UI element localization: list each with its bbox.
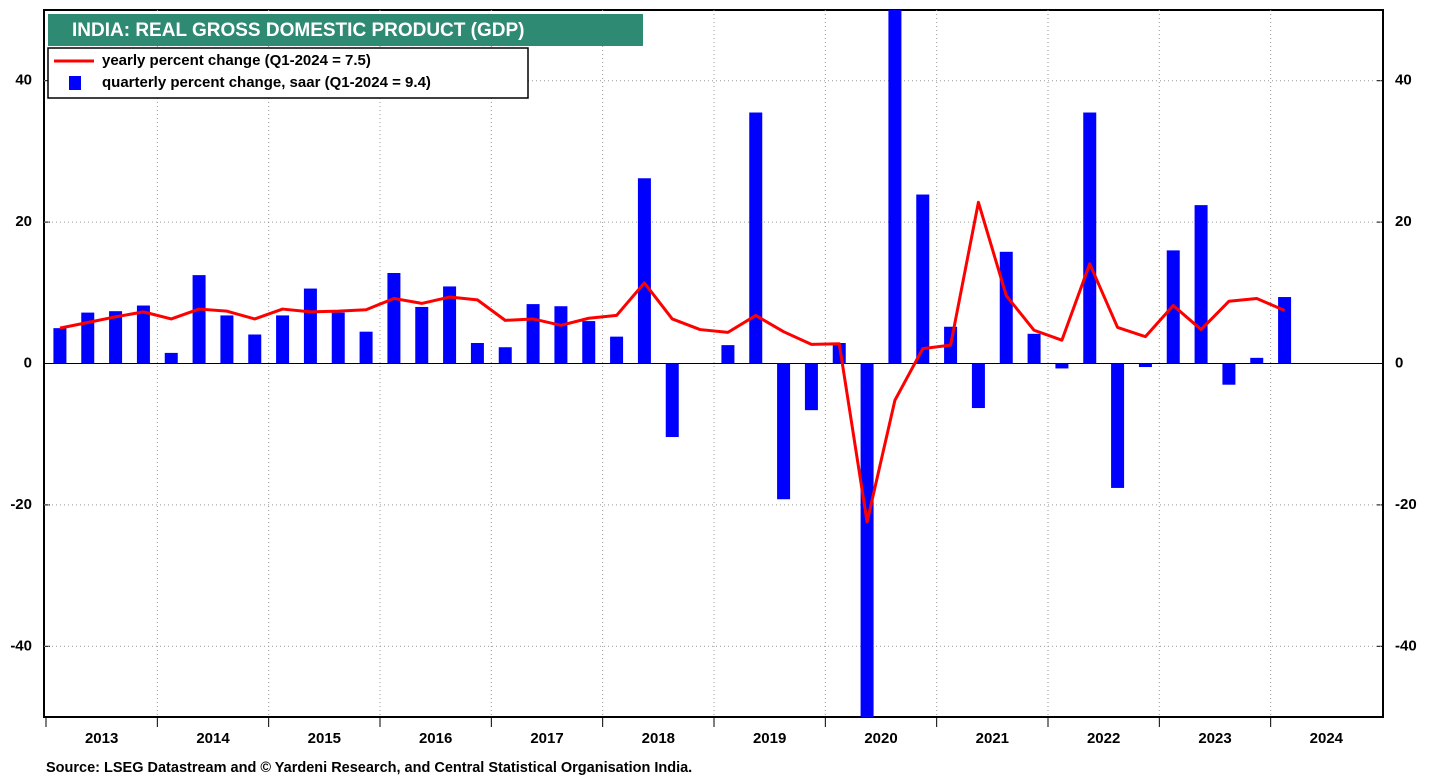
bar bbox=[526, 304, 540, 364]
bar bbox=[470, 342, 484, 364]
bar bbox=[1194, 205, 1208, 364]
bar bbox=[276, 315, 290, 364]
bar bbox=[1278, 297, 1292, 364]
x-tick-label: 2019 bbox=[753, 730, 786, 747]
source-note: Source: LSEG Datastream and © Yardeni Re… bbox=[46, 760, 692, 776]
legend-box bbox=[47, 47, 529, 99]
bar bbox=[53, 328, 67, 364]
legend: yearly percent change (Q1-2024 = 7.5) qua… bbox=[47, 47, 529, 99]
legend-swatch bbox=[69, 76, 81, 90]
y2-tick-label: 20 bbox=[1395, 213, 1412, 230]
bar bbox=[1027, 333, 1041, 364]
bar bbox=[804, 363, 818, 411]
lines bbox=[59, 200, 1286, 524]
bar bbox=[303, 288, 317, 364]
x-tick-label: 2021 bbox=[976, 730, 1009, 747]
bar bbox=[777, 363, 791, 500]
bar bbox=[331, 312, 345, 364]
bar bbox=[443, 286, 457, 364]
marks bbox=[53, 10, 1292, 717]
bar bbox=[1250, 357, 1264, 364]
bar bbox=[610, 336, 624, 364]
y-tick-label: 0 bbox=[24, 354, 32, 371]
y-tick-label: 20 bbox=[15, 213, 32, 230]
bar bbox=[81, 312, 95, 364]
bar bbox=[916, 194, 930, 364]
x-tick-label: 2013 bbox=[85, 730, 118, 747]
y2-tick-label: 40 bbox=[1395, 72, 1412, 89]
bar bbox=[665, 363, 679, 438]
bar bbox=[554, 306, 568, 364]
x-tick-label: 2015 bbox=[308, 730, 341, 747]
y-tick-label: -20 bbox=[10, 496, 32, 513]
bar bbox=[164, 352, 178, 364]
y-tick-label: 40 bbox=[15, 72, 32, 89]
legend-label: yearly percent change (Q1-2024 = 7.5) bbox=[102, 52, 371, 69]
chart-title: INDIA: REAL GROSS DOMESTIC PRODUCT (GDP) bbox=[72, 20, 525, 41]
y-tick-label: -40 bbox=[10, 637, 32, 654]
bar bbox=[888, 10, 902, 364]
bar bbox=[1083, 112, 1097, 364]
title-box bbox=[48, 14, 643, 46]
x-tick-label: 2018 bbox=[642, 730, 675, 747]
bar bbox=[749, 112, 763, 364]
x-tick-label: 2017 bbox=[530, 730, 563, 747]
bar bbox=[860, 363, 874, 717]
bar bbox=[220, 315, 234, 364]
bar bbox=[248, 334, 262, 364]
bar bbox=[109, 311, 123, 364]
x-tick-label: 2024 bbox=[1310, 730, 1344, 747]
bar bbox=[971, 363, 985, 409]
bar bbox=[999, 251, 1013, 364]
bar bbox=[637, 178, 651, 364]
legend-label: quarterly percent change, saar (Q1-2024 … bbox=[102, 74, 431, 91]
bar bbox=[359, 331, 373, 364]
bar bbox=[1111, 363, 1125, 488]
bar bbox=[192, 275, 206, 364]
bar bbox=[582, 321, 596, 364]
x-tick-label: 2016 bbox=[419, 730, 452, 747]
bar bbox=[1055, 363, 1069, 369]
y2-tick-label: 0 bbox=[1395, 354, 1403, 371]
bar bbox=[387, 273, 401, 364]
x-tick-label: 2022 bbox=[1087, 730, 1120, 747]
bar bbox=[415, 306, 429, 364]
bar bbox=[136, 305, 150, 364]
x-tick-label: 2023 bbox=[1198, 730, 1231, 747]
bar bbox=[721, 345, 735, 364]
line bbox=[59, 200, 1286, 524]
bar bbox=[498, 347, 512, 364]
bar bbox=[1222, 363, 1236, 385]
bar bbox=[1138, 363, 1152, 368]
y2-tick-label: -20 bbox=[1395, 496, 1417, 513]
x-tick-label: 2020 bbox=[864, 730, 897, 747]
x-tick-label: 2014 bbox=[196, 730, 230, 747]
y2-tick-label: -40 bbox=[1395, 637, 1417, 654]
